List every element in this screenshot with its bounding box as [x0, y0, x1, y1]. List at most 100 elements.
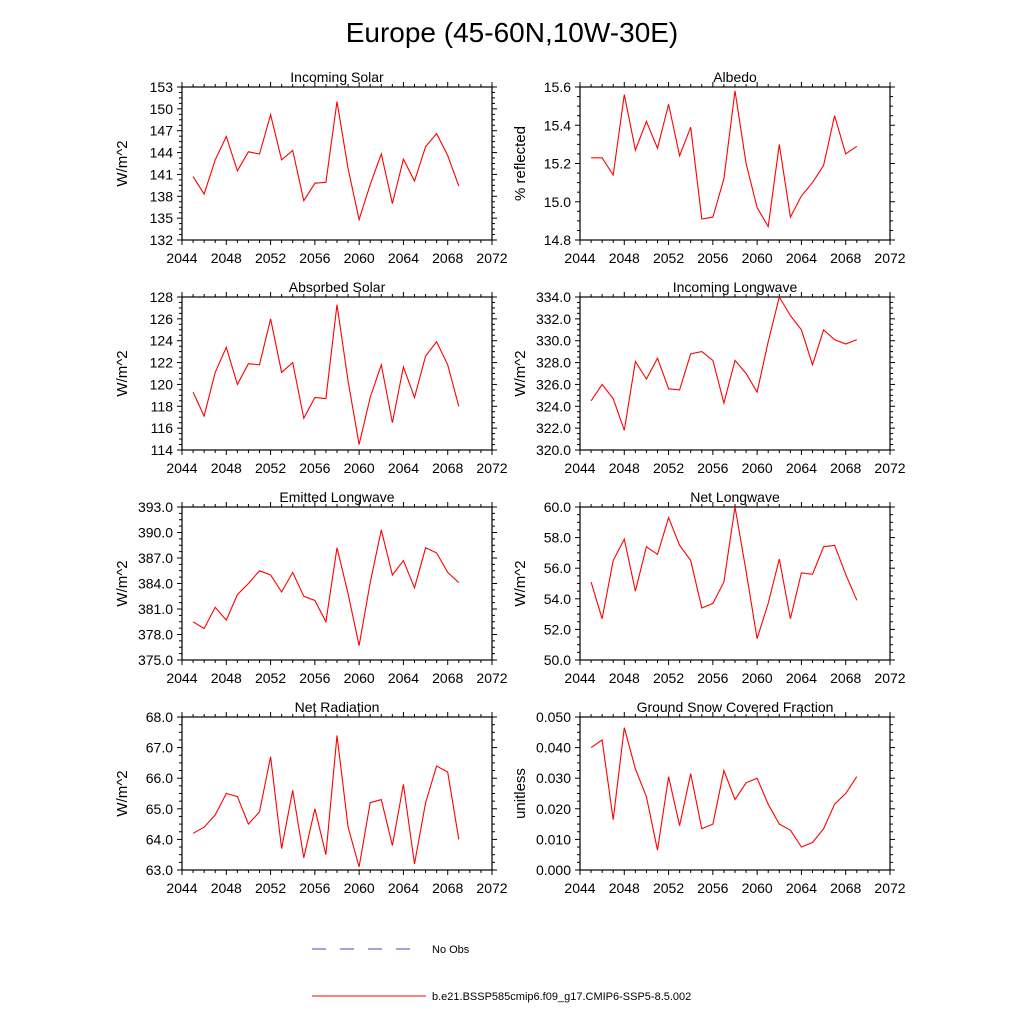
- figure-title: Europe (45-60N,10W-30E): [346, 17, 679, 48]
- x-tick-label: 2068: [432, 250, 463, 266]
- y-tick-label: 14.8: [544, 232, 571, 248]
- x-tick-label: 2052: [255, 880, 286, 896]
- y-tick-label: 124: [150, 333, 174, 349]
- x-tick-label: 2072: [874, 460, 905, 476]
- panel-title: Net Longwave: [690, 489, 780, 505]
- chart-panel: Ground Snow Covered Fraction unitless 2044…: [512, 699, 906, 896]
- y-tick-label: 153: [150, 79, 174, 95]
- y-tick-label: 135: [150, 210, 174, 226]
- chart-panel: Incoming Longwave W/m^2 2044 2048 2052 2056 20…: [512, 279, 906, 476]
- x-tick-label: 2068: [432, 670, 463, 686]
- y-tick-label: 56.0: [544, 560, 571, 576]
- y-tick-label: 114: [151, 442, 174, 458]
- x-tick-label: 2052: [653, 670, 684, 686]
- panel-title: Albedo: [713, 69, 757, 85]
- panels-container: Incoming Solar W/m^2 2044 2048 2052 2056 2060 2…: [114, 69, 906, 896]
- y-tick-label: 332.0: [536, 311, 571, 327]
- y-tick-label: 0.030: [536, 770, 571, 786]
- y-axis-label: W/m^2: [512, 350, 529, 396]
- x-tick-label: 2044: [564, 250, 595, 266]
- x-tick-label: 2056: [299, 880, 330, 896]
- y-tick-label: 393.0: [138, 499, 173, 515]
- x-tick-label: 2056: [697, 670, 728, 686]
- y-tick-label: 0.040: [536, 740, 571, 756]
- y-tick-label: 60.0: [544, 499, 571, 515]
- x-tick-label: 2048: [609, 670, 640, 686]
- x-tick-label: 2052: [653, 250, 684, 266]
- x-tick-label: 2044: [166, 880, 197, 896]
- y-tick-label: 384.0: [138, 576, 173, 592]
- chart-panel: Emitted Longwave W/m^2 2044 2048 2052 2056 206…: [114, 489, 508, 686]
- series-line: [590, 506, 858, 639]
- panel-title: Incoming Solar: [290, 69, 384, 85]
- x-tick-label: 2064: [786, 880, 817, 896]
- y-tick-label: 67.0: [146, 740, 173, 756]
- x-tick-label: 2048: [609, 460, 640, 476]
- x-tick-label: 2048: [609, 250, 640, 266]
- series-line: [192, 529, 460, 646]
- x-tick-label: 2048: [211, 460, 242, 476]
- x-tick-label: 2064: [786, 250, 817, 266]
- panel-title: Emitted Longwave: [279, 489, 394, 505]
- y-axis-label: W/m^2: [114, 560, 131, 606]
- x-tick-label: 2072: [476, 460, 507, 476]
- y-tick-label: 320.0: [536, 442, 571, 458]
- x-tick-label: 2072: [874, 670, 905, 686]
- series-line: [591, 90, 858, 229]
- x-tick-label: 2056: [697, 880, 728, 896]
- y-tick-label: 375.0: [138, 652, 173, 668]
- y-tick-label: 0.050: [536, 709, 571, 725]
- x-tick-label: 2060: [344, 670, 375, 686]
- plot-frame: [579, 296, 891, 451]
- x-tick-label: 2064: [786, 670, 817, 686]
- y-tick-label: 68.0: [146, 709, 173, 725]
- x-tick-label: 2068: [830, 460, 861, 476]
- x-tick-label: 2060: [742, 250, 773, 266]
- plot-frame: [579, 86, 891, 241]
- chart-panel: Incoming Solar W/m^2 2044 2048 2052 2056 2060 2…: [114, 69, 508, 266]
- y-tick-label: 58.0: [544, 530, 571, 546]
- legend-model-label: b.e21.BSSP585cmip6.f09_g17.CMIP6-SSP5-8.…: [432, 991, 691, 1003]
- y-tick-label: 387.0: [138, 550, 173, 566]
- y-tick-label: 52.0: [544, 621, 571, 637]
- y-tick-label: 322.0: [536, 420, 571, 436]
- y-tick-label: 15.4: [544, 117, 571, 133]
- y-tick-label: 132: [150, 232, 174, 248]
- x-tick-label: 2048: [211, 670, 242, 686]
- x-tick-label: 2060: [344, 460, 375, 476]
- x-tick-label: 2064: [388, 460, 419, 476]
- y-axis-label: % reflected: [512, 126, 529, 201]
- chart-panel: Albedo % reflected 2044 2048 2052 2056 2060 206…: [512, 69, 906, 266]
- chart-panel: Net Longwave W/m^2 2044 2048 2052 2056 2060 206…: [512, 489, 906, 686]
- x-tick-label: 2056: [697, 250, 728, 266]
- x-tick-label: 2044: [564, 460, 595, 476]
- x-tick-label: 2052: [255, 250, 286, 266]
- x-tick-label: 2072: [476, 670, 507, 686]
- y-tick-label: 118: [151, 398, 174, 414]
- x-tick-label: 2044: [564, 880, 595, 896]
- series-line: [590, 727, 858, 851]
- x-tick-label: 2060: [742, 460, 773, 476]
- x-tick-label: 2044: [166, 250, 197, 266]
- y-tick-label: 334.0: [536, 289, 571, 305]
- legend-no-obs-label: No Obs: [432, 944, 470, 956]
- y-tick-label: 50.0: [544, 652, 571, 668]
- y-tick-label: 147: [150, 123, 174, 139]
- x-tick-label: 2060: [344, 250, 375, 266]
- x-tick-label: 2068: [830, 880, 861, 896]
- series-line: [192, 735, 460, 868]
- legend: No Obs b.e21.BSSP585cmip6.f09_g17.CMIP6-…: [312, 944, 691, 1003]
- y-tick-label: 330.0: [536, 333, 571, 349]
- y-axis-label: W/m^2: [114, 770, 131, 816]
- plot-frame: [181, 506, 493, 661]
- x-tick-label: 2052: [653, 460, 684, 476]
- y-tick-label: 122: [150, 355, 174, 371]
- y-tick-label: 0.000: [536, 862, 571, 878]
- x-tick-label: 2068: [432, 880, 463, 896]
- x-tick-label: 2056: [299, 670, 330, 686]
- panel-title: Net Radiation: [295, 699, 380, 715]
- chart-panel: Net Radiation W/m^2 2044 2048 2052 2056 2060 20…: [114, 699, 508, 896]
- panel-title: Absorbed Solar: [289, 279, 386, 295]
- y-tick-label: 65.0: [146, 801, 173, 817]
- x-tick-label: 2044: [166, 460, 197, 476]
